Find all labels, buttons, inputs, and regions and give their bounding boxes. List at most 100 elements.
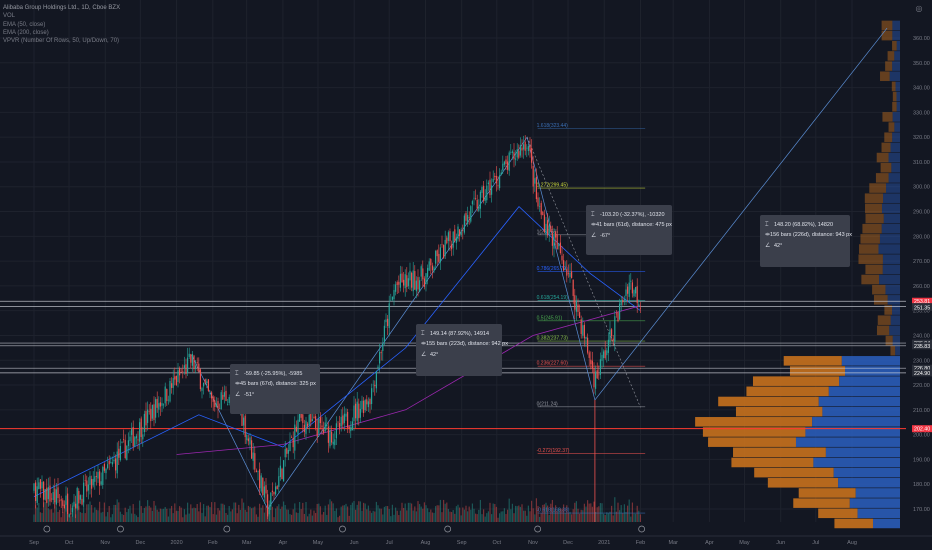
- candle: [252, 452, 254, 461]
- measure-tooltip[interactable]: ⌶ -59.85 (-25.95%), -5985 ⇹ 45 bars (67d),…: [230, 364, 320, 414]
- volume-bar: [411, 503, 413, 522]
- volume-bar: [135, 515, 137, 522]
- volume-bar: [236, 513, 238, 522]
- legend-ema50[interactable]: EMA (50, close): [3, 21, 46, 28]
- volume-bar: [235, 502, 237, 522]
- volume-bar: [580, 509, 582, 522]
- legend-ema200[interactable]: EMA (200, close): [3, 29, 49, 36]
- volume-bar: [372, 510, 374, 522]
- price-tick: 170.00: [913, 507, 930, 513]
- candle: [180, 371, 182, 373]
- volume-bar: [619, 510, 621, 522]
- candle: [393, 290, 395, 300]
- candle: [492, 178, 494, 182]
- volume-bar: [340, 506, 342, 522]
- volume-bar: [534, 514, 536, 522]
- candle: [70, 513, 72, 515]
- volume-bar: [612, 515, 614, 522]
- candle: [97, 471, 99, 479]
- candle: [556, 234, 558, 250]
- volume-bar: [415, 511, 417, 522]
- symbol-title[interactable]: Alibaba Group Holdings Ltd., 1D, Cboe BZ…: [3, 5, 121, 11]
- volume-bar: [241, 498, 243, 522]
- candle: [212, 396, 214, 402]
- volume-bar: [604, 514, 606, 522]
- candle: [375, 371, 377, 389]
- earnings-icon: [638, 525, 646, 533]
- candle: [196, 362, 198, 363]
- time-tick: Sep: [457, 540, 467, 546]
- candle: [479, 191, 481, 209]
- candle: [343, 413, 345, 424]
- volume-profile-bar: [896, 101, 900, 112]
- volume-bar: [150, 507, 152, 522]
- volume-profile-bar: [876, 325, 890, 336]
- candle: [483, 185, 485, 202]
- time-tick: Nov: [528, 540, 538, 546]
- legend-vol[interactable]: VOL: [3, 13, 16, 20]
- candle: [361, 400, 363, 410]
- candle: [475, 198, 477, 199]
- chart-grid: [0, 0, 900, 522]
- candle: [579, 312, 581, 318]
- volume-profile-bar: [891, 162, 900, 173]
- volume-bar: [153, 500, 155, 522]
- volume-bar: [556, 511, 558, 522]
- volume-bar: [348, 515, 350, 522]
- candle: [63, 504, 65, 508]
- candle: [359, 408, 361, 418]
- candle: [571, 271, 573, 278]
- candle: [44, 489, 46, 500]
- volume-bar: [596, 507, 598, 522]
- volume-bar: [187, 502, 189, 522]
- volume-bar: [599, 503, 601, 522]
- volume-bar: [118, 502, 120, 522]
- measure-tooltip[interactable]: ⌶ -103.20 (-32.37%), -10320 ⇹ 41 bars (61d…: [586, 205, 672, 255]
- measure-tooltip[interactable]: ⌶ 149.14 (87.92%), 14914 ⇹ 155 bars (223d)…: [416, 324, 508, 376]
- volume-bar: [305, 502, 307, 522]
- time-axis: Sep Oct Nov Dec 2020 Feb Mar Apr May Jun Jul Aug Sep…: [0, 535, 932, 546]
- volume-profile-bar: [895, 345, 900, 356]
- candle: [396, 282, 398, 285]
- candle: [292, 438, 294, 448]
- volume-bar: [403, 507, 405, 522]
- volume-bar: [343, 505, 345, 522]
- volume-bar: [100, 512, 102, 522]
- volume-profile-bar: [892, 101, 897, 112]
- candle: [513, 152, 515, 160]
- candle: [287, 449, 289, 454]
- volume-bar: [300, 509, 302, 522]
- volume-bar: [188, 513, 190, 522]
- candle: [371, 388, 373, 405]
- price-tick: 300.00: [913, 185, 930, 191]
- volume-profile-bar: [896, 40, 900, 51]
- candle: [87, 484, 89, 491]
- volume-bar: [47, 508, 49, 522]
- volume-bar: [542, 504, 544, 522]
- chart-menu-icon[interactable]: ◎: [915, 4, 923, 13]
- candle: [547, 220, 549, 236]
- volume-bar: [406, 510, 408, 522]
- measure-tooltip[interactable]: ⌶ 148.20 (68.82%), 14820 ⇹ 156 bars (226d)…: [760, 215, 852, 267]
- volume-bar: [51, 509, 53, 522]
- volume-profile-bar: [892, 132, 900, 143]
- volume-bar: [193, 507, 195, 522]
- time-tick: Aug: [421, 540, 431, 546]
- time-tick: May: [739, 540, 750, 546]
- candle: [609, 329, 611, 343]
- volume-bar: [462, 507, 464, 522]
- candle: [347, 411, 349, 428]
- candle: [495, 175, 497, 184]
- volume-bar: [566, 505, 568, 522]
- price-tag: [912, 303, 932, 311]
- volume-bar: [182, 517, 184, 522]
- volume-profile-bar: [754, 467, 834, 478]
- candle: [115, 458, 117, 471]
- volume-profile-bar: [855, 488, 900, 498]
- legend-vpvr[interactable]: VPVR (Number Of Rows, 50, Up/Down, 70): [3, 38, 120, 45]
- volume-bar: [407, 502, 409, 522]
- volume-profile-bar: [882, 264, 900, 275]
- candle: [190, 354, 192, 363]
- candle: [524, 141, 526, 151]
